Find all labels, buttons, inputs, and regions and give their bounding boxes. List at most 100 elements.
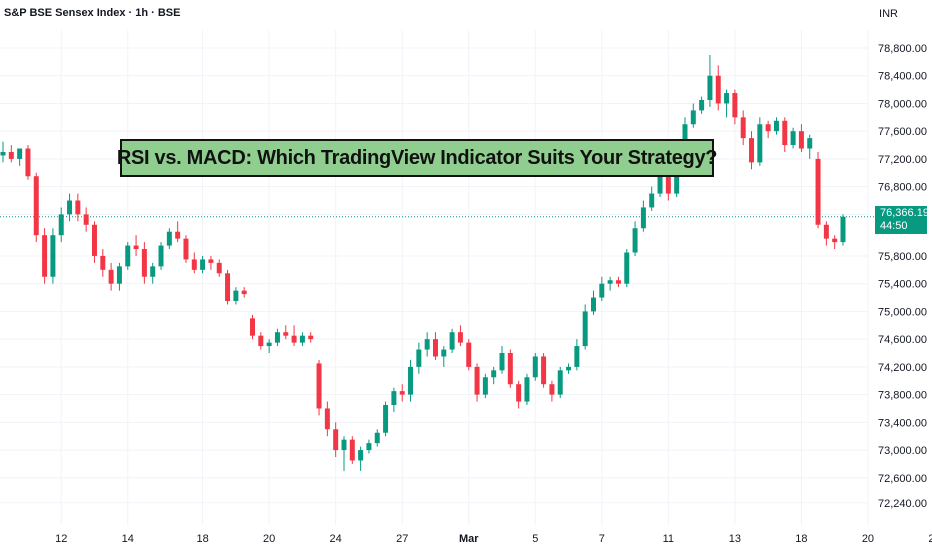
candle-body: [141, 249, 147, 277]
candle-body: [615, 280, 621, 284]
y-axis[interactable]: 78,800.00 78,400.00 78,000.00 77,600.00 77,2…: [878, 43, 927, 510]
y-tick-label: 72,600.00: [878, 473, 927, 485]
candle-body: [283, 332, 289, 336]
candle-body: [391, 391, 397, 406]
candle: [765, 120, 771, 139]
x-tick-label: 27: [396, 533, 408, 545]
candle: [274, 328, 280, 347]
candle: [566, 363, 572, 374]
candle: [832, 235, 838, 250]
candle: [715, 65, 721, 111]
candle-body: [690, 110, 696, 125]
candle: [798, 124, 804, 152]
candle-body: [507, 353, 513, 385]
x-tick-label: 13: [729, 533, 741, 545]
candle: [457, 325, 463, 347]
candle-body: [8, 151, 14, 159]
candle-body: [599, 283, 605, 298]
candle: [150, 262, 156, 284]
candle-body: [574, 346, 580, 367]
candle-body: [58, 214, 64, 236]
candle-body: [358, 450, 364, 461]
candle: [491, 366, 497, 385]
candle-body: [100, 255, 106, 270]
candle-body: [482, 377, 488, 395]
candle-body: [566, 366, 572, 371]
candle-body: [316, 363, 322, 409]
candles: [0, 54, 846, 471]
candle-body: [582, 311, 588, 347]
candle: [474, 363, 480, 402]
candle: [640, 200, 646, 232]
candle-body: [474, 366, 480, 395]
candle: [549, 380, 555, 402]
last-price-tag: 76,366.19 44:50: [875, 206, 929, 234]
candle: [291, 325, 297, 347]
candle: [532, 353, 538, 381]
candle-body: [191, 259, 197, 270]
candle: [732, 89, 738, 125]
candle: [258, 332, 264, 350]
candle-body: [773, 120, 779, 132]
candle: [42, 228, 48, 284]
candle: [75, 193, 81, 222]
candle: [449, 328, 455, 354]
candle: [482, 373, 488, 399]
candle: [557, 366, 563, 399]
candle-body: [258, 335, 264, 347]
candle: [200, 255, 206, 274]
candle: [324, 401, 330, 437]
candle: [408, 359, 414, 402]
candle-body: [732, 93, 738, 118]
x-tick-label: 24: [330, 533, 342, 545]
candle-body: [366, 443, 372, 451]
candle-body: [250, 318, 255, 336]
y-tick-label: 75,800.00: [878, 251, 927, 263]
candle: [649, 186, 655, 211]
y-tick-label: 77,200.00: [878, 154, 927, 166]
candle: [416, 342, 422, 374]
candle-body: [233, 290, 239, 302]
candle-body: [807, 138, 813, 149]
last-price-value: 76,366.19: [880, 207, 929, 219]
candle-body: [699, 99, 705, 111]
candle: [100, 249, 106, 277]
candle: [507, 349, 513, 388]
candle: [333, 422, 339, 457]
candle-body: [449, 332, 455, 350]
candle-body: [665, 172, 671, 194]
candle-body: [133, 245, 139, 250]
candle-body: [274, 332, 280, 343]
candle: [108, 262, 114, 291]
x-tick-label: 7: [599, 533, 605, 545]
candle: [125, 242, 131, 270]
x-tick-label: 5: [532, 533, 538, 545]
candle: [615, 276, 621, 288]
x-tick-label: 11: [663, 533, 674, 545]
grid-lines: [0, 30, 869, 525]
x-axis[interactable]: 121418202427Mar57111318202426Apr3: [55, 533, 932, 545]
candle-body: [408, 366, 414, 395]
candle-body: [491, 370, 497, 378]
currency-label: INR: [879, 8, 898, 20]
candle-body: [374, 432, 380, 444]
candle: [424, 332, 430, 357]
x-tick-label: Mar: [459, 533, 479, 545]
candle-body: [649, 193, 655, 208]
candle: [216, 259, 222, 277]
y-tick-label: 74,200.00: [878, 362, 927, 374]
candle-body: [383, 405, 389, 433]
y-tick-label: 78,800.00: [878, 43, 927, 55]
candle-body: [549, 384, 555, 395]
candle: [308, 332, 314, 343]
candle-body: [308, 335, 314, 340]
y-tick-label: 75,400.00: [878, 279, 927, 291]
candle-body: [798, 131, 804, 149]
candle-body: [0, 151, 6, 156]
candle-body: [757, 124, 763, 163]
candle: [399, 384, 405, 402]
candle: [141, 242, 147, 284]
candle-body: [75, 200, 81, 215]
candle: [815, 151, 821, 229]
